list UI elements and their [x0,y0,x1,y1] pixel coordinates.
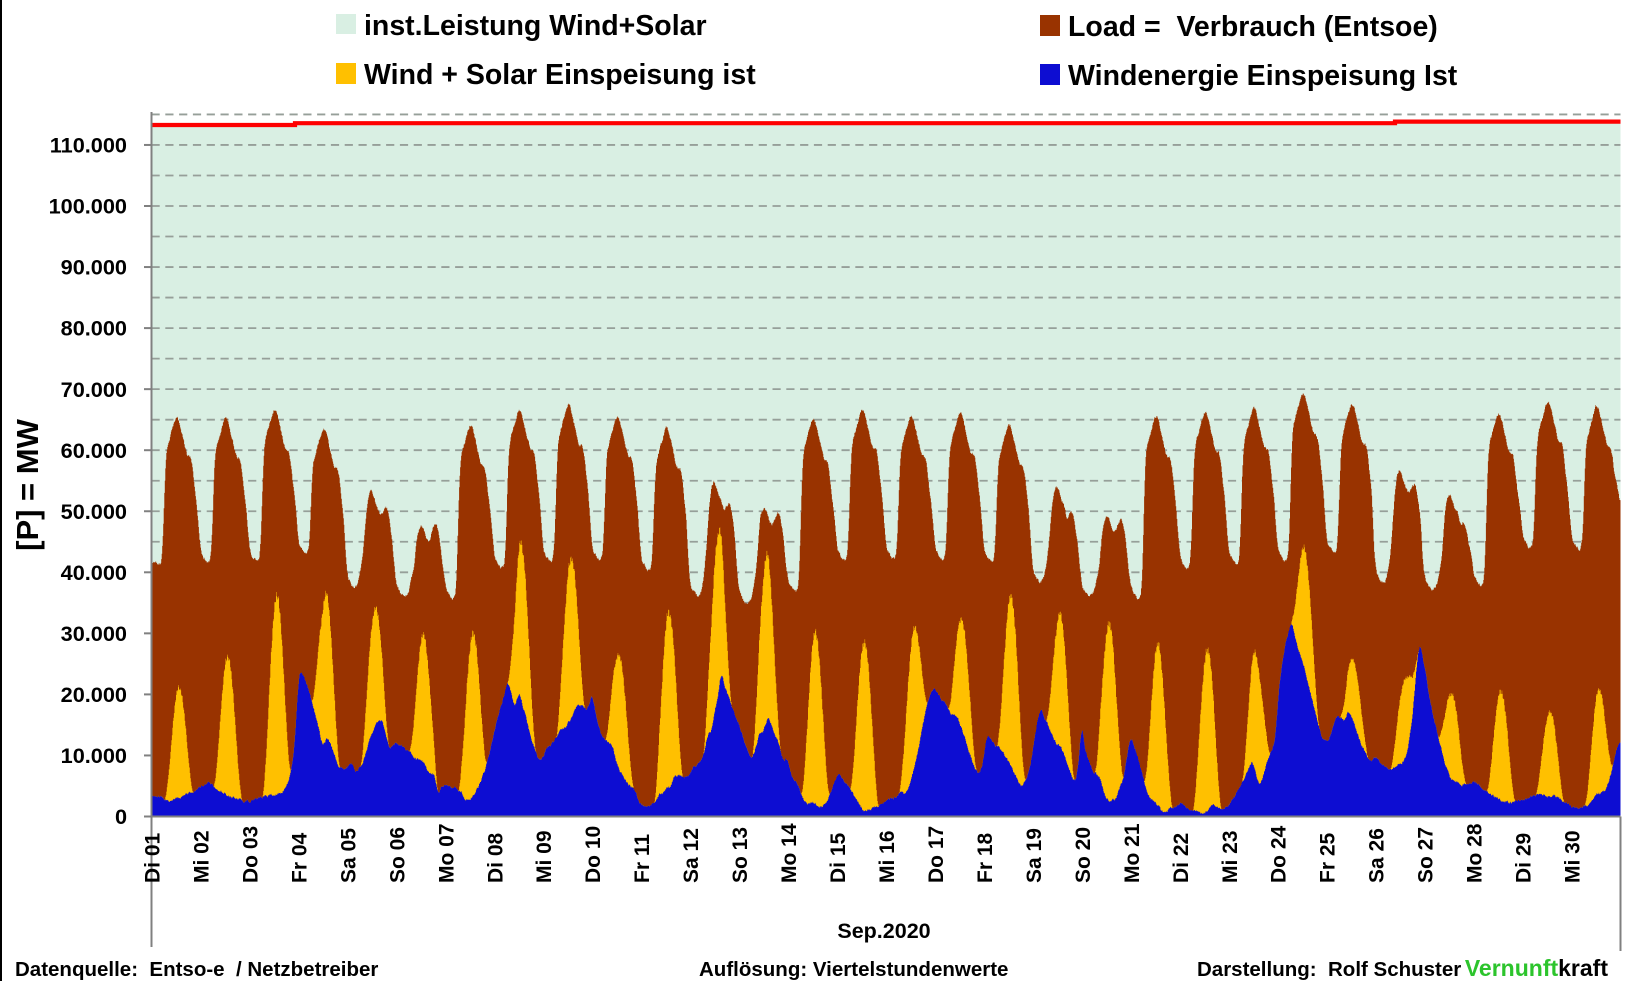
svg-text:inst.Leistung Wind+Solar: inst.Leistung Wind+Solar [364,10,707,42]
svg-text:Di 15: Di 15 [827,832,850,883]
svg-text:Mi 09: Mi 09 [533,830,556,883]
svg-text:10.000: 10.000 [61,743,127,768]
svg-text:Sep.2020: Sep.2020 [837,919,930,943]
svg-text:60.000: 60.000 [61,438,127,463]
svg-text:Mi 02: Mi 02 [191,830,214,883]
svg-text:30.000: 30.000 [61,621,127,646]
svg-text:110.000: 110.000 [50,133,127,158]
svg-text:Di 08: Di 08 [484,832,507,883]
svg-text:So 20: So 20 [1072,827,1095,883]
svg-text:Do 17: Do 17 [925,826,948,883]
svg-text:Di 29: Di 29 [1513,833,1536,883]
svg-text:[P] = MW: [P] = MW [10,418,45,550]
svg-text:70.000: 70.000 [61,377,127,402]
svg-text:0: 0 [115,804,127,829]
svg-text:Auflösung: Viertelstundenwerte: Auflösung: Viertelstundenwerte [699,958,1008,981]
svg-text:50.000: 50.000 [61,499,127,524]
svg-text:40.000: 40.000 [61,560,127,585]
svg-text:Mi 16: Mi 16 [876,830,899,883]
svg-text:Fr 04: Fr 04 [288,832,311,883]
svg-text:Mi 23: Mi 23 [1219,830,1242,883]
svg-text:Do 10: Do 10 [582,826,605,883]
svg-text:Mo 07: Mo 07 [435,823,458,883]
svg-text:Vernunftkraft: Vernunftkraft [1465,955,1608,981]
svg-text:Windenergie Einspeisung Ist: Windenergie Einspeisung Ist [1068,60,1458,92]
svg-text:20.000: 20.000 [61,682,127,707]
svg-text:Mo 14: Mo 14 [778,823,801,883]
svg-text:So 27: So 27 [1415,827,1438,883]
svg-text:100.000: 100.000 [49,194,127,219]
svg-text:So 13: So 13 [729,827,752,883]
svg-text:Do 24: Do 24 [1268,825,1291,883]
svg-text:Mi 30: Mi 30 [1562,830,1585,883]
svg-text:Sa 05: Sa 05 [337,828,360,883]
svg-text:Di 01: Di 01 [142,832,165,883]
svg-text:Sa 26: Sa 26 [1366,828,1389,883]
svg-text:90.000: 90.000 [61,255,127,280]
svg-text:Fr 18: Fr 18 [974,832,997,883]
svg-text:Di 22: Di 22 [1170,833,1193,883]
svg-text:80.000: 80.000 [61,316,127,341]
svg-text:Datenquelle: Entso-e / Netzb: Datenquelle: Entso-e / Netzbetreiber [15,958,378,981]
svg-text:Mo 28: Mo 28 [1464,823,1487,883]
svg-text:Do 03: Do 03 [239,826,262,883]
svg-text:Sa 12: Sa 12 [680,828,703,883]
svg-text:Wind + Solar Einspeisung ist: Wind + Solar Einspeisung ist [364,59,756,91]
svg-text:Fr 25: Fr 25 [1317,832,1340,883]
svg-text:Mo 21: Mo 21 [1121,823,1144,883]
svg-text:Load = Verbrauch (Entsoe): Load = Verbrauch (Entsoe) [1068,11,1438,43]
svg-text:Sa 19: Sa 19 [1023,828,1046,883]
svg-text:So 06: So 06 [386,827,409,883]
svg-text:Darstellung: Rolf Schuster: Darstellung: Rolf Schuster [1197,958,1461,981]
svg-text:Fr 11: Fr 11 [631,834,654,883]
